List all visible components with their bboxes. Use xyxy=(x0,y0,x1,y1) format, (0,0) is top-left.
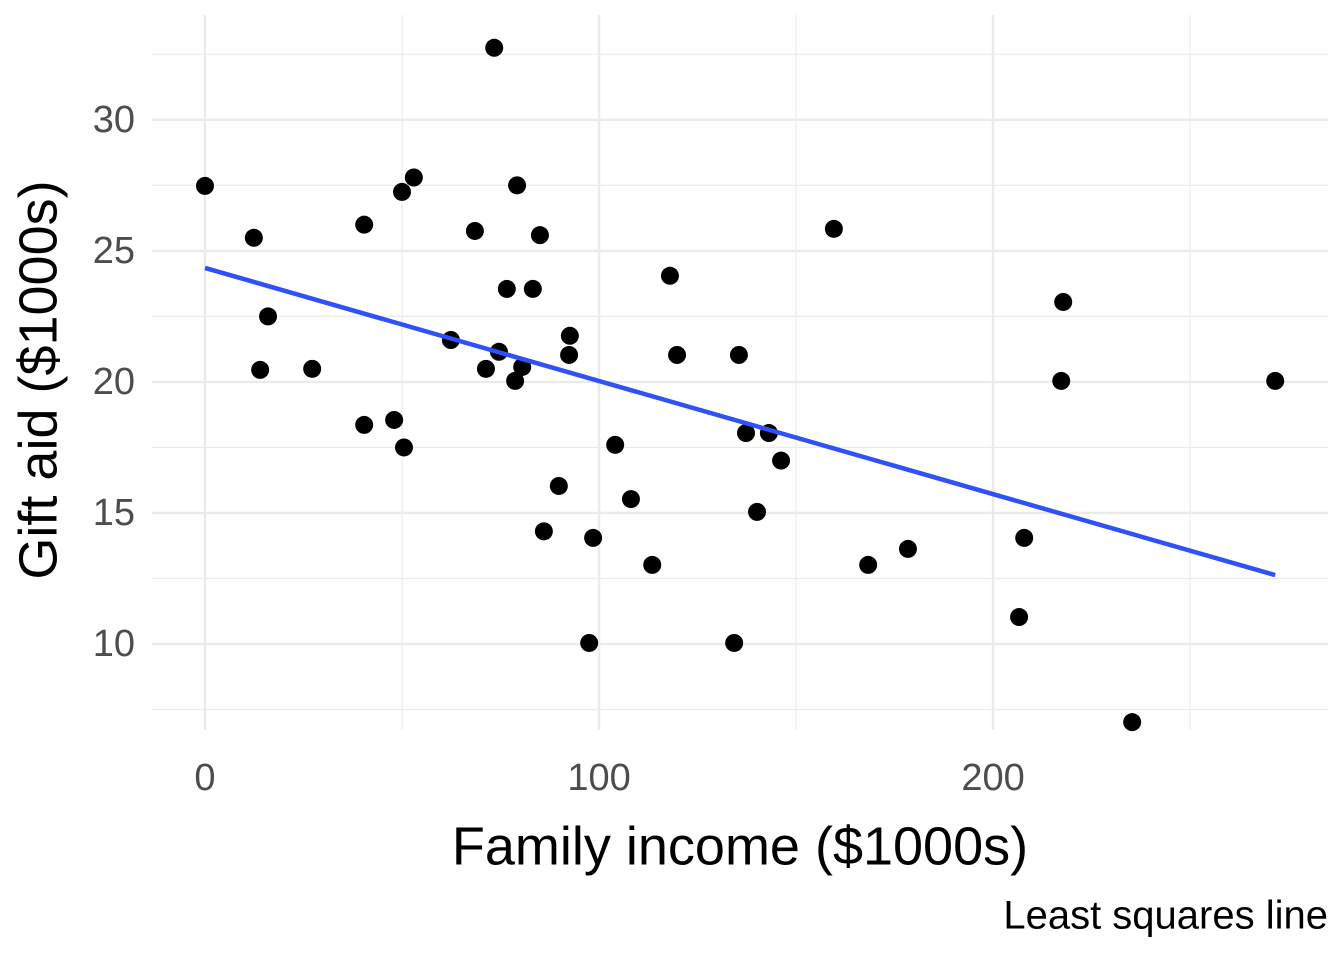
point xyxy=(195,176,214,195)
point xyxy=(485,38,504,57)
point xyxy=(1052,371,1071,390)
point xyxy=(621,490,640,509)
point xyxy=(465,221,484,240)
point xyxy=(303,359,322,378)
point xyxy=(506,371,525,390)
fit-line xyxy=(204,265,1276,578)
point xyxy=(1015,528,1034,547)
point xyxy=(508,176,527,195)
point xyxy=(476,359,495,378)
point xyxy=(1010,608,1029,627)
point xyxy=(259,307,278,326)
point xyxy=(737,424,756,443)
point xyxy=(523,279,542,298)
x-tick-label: 200 xyxy=(961,757,1024,799)
point xyxy=(859,555,878,574)
point xyxy=(1266,371,1285,390)
point xyxy=(393,182,412,201)
point xyxy=(729,345,748,364)
point xyxy=(748,502,767,521)
point xyxy=(244,228,263,247)
point xyxy=(355,415,374,434)
point xyxy=(560,326,579,345)
point xyxy=(580,633,599,652)
point xyxy=(606,435,625,454)
point xyxy=(824,219,843,238)
point xyxy=(549,476,568,495)
point xyxy=(725,633,744,652)
y-tick-label: 25 xyxy=(93,230,135,272)
point xyxy=(404,168,423,187)
point xyxy=(660,266,679,285)
point xyxy=(1054,292,1073,311)
point xyxy=(385,410,404,429)
point xyxy=(394,438,413,457)
point xyxy=(1123,713,1142,732)
x-axis-title: Family income ($1000s) xyxy=(452,816,1028,876)
point xyxy=(668,345,687,364)
point xyxy=(534,522,553,541)
point xyxy=(251,360,270,379)
y-axis-title: Gift aid ($1000s) xyxy=(8,180,68,579)
y-tick-label: 30 xyxy=(93,99,135,141)
y-tick-label: 15 xyxy=(93,492,135,534)
point xyxy=(898,539,917,558)
point xyxy=(772,451,791,470)
point xyxy=(560,345,579,364)
point xyxy=(355,215,374,234)
caption: Least squares line xyxy=(1003,894,1328,938)
y-tick-label: 20 xyxy=(93,361,135,403)
point xyxy=(530,226,549,245)
x-tick-label: 0 xyxy=(194,757,215,799)
y-tick-label: 10 xyxy=(93,623,135,665)
point xyxy=(497,279,516,298)
point xyxy=(643,555,662,574)
point xyxy=(584,528,603,547)
x-tick-label: 100 xyxy=(567,757,630,799)
